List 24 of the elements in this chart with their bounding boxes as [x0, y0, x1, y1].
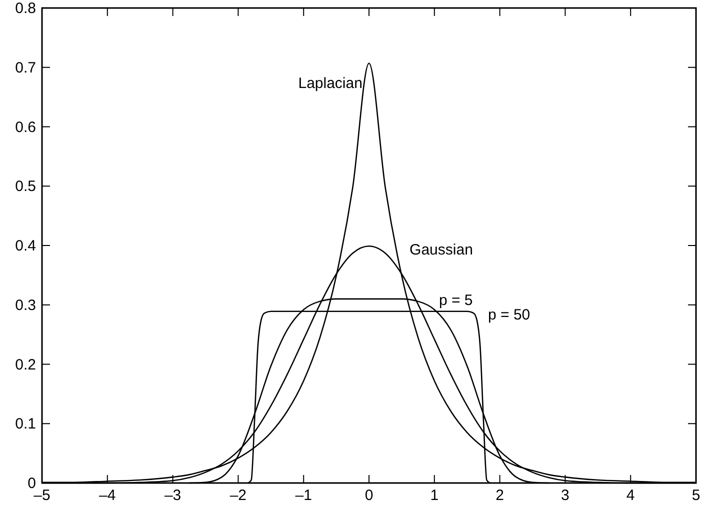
x-tick-label: –5 [34, 487, 50, 504]
y-tick-label: 0.8 [15, 0, 36, 17]
series-label: p = 5 [438, 292, 473, 309]
y-tick-label: 0.1 [15, 416, 36, 433]
x-tick-label: –2 [230, 487, 247, 504]
y-tick-label: 0.7 [15, 59, 36, 76]
x-tick-label: 1 [430, 487, 439, 504]
series-label: Gaussian [410, 241, 473, 258]
x-tick-label: 0 [364, 487, 374, 504]
x-tick-label: 5 [692, 487, 700, 504]
y-tick-label: 0.6 [15, 118, 36, 136]
x-tick-label: –1 [295, 487, 312, 504]
x-tick-label: 4 [626, 487, 635, 504]
y-tick-label: 0.2 [15, 356, 36, 374]
x-tick-label: –4 [99, 487, 116, 504]
series-label: p = 50 [488, 306, 530, 324]
x-tick-label: –3 [164, 487, 182, 504]
x-tick-label: 2 [496, 487, 504, 504]
x-tick-label: 3 [561, 487, 570, 504]
y-tick-label: 0.4 [15, 238, 36, 254]
y-tick-label: 0 [28, 475, 36, 492]
y-tick-label: 0.3 [15, 296, 36, 314]
series-label: Laplacian [298, 75, 362, 92]
y-tick-label: 0.5 [15, 178, 36, 196]
